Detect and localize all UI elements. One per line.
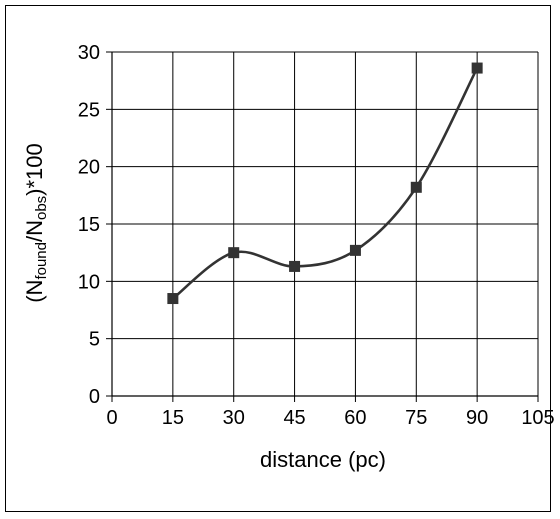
y-tick-label: 25 <box>78 99 100 121</box>
y-axis-title-mid: /N <box>22 220 47 242</box>
data-point-marker <box>471 62 483 74</box>
y-axis-title: (Nfound/Nobs)*100 <box>22 143 50 303</box>
axes <box>106 51 539 402</box>
x-tick-label: 45 <box>283 407 305 429</box>
y-tick-label: 20 <box>78 157 100 179</box>
y-axis-title-sub2: obs <box>33 196 50 220</box>
data-point-marker <box>410 181 422 193</box>
data-point-marker <box>228 247 240 259</box>
y-tick-label: 15 <box>78 214 100 236</box>
x-axis-title: distance (pc) <box>260 447 386 472</box>
data-point-marker <box>349 244 361 256</box>
data-point-marker <box>289 260 301 272</box>
tick-labels: 0 5 10 15 20 25 30 0 15 30 45 60 75 90 105 <box>78 42 555 429</box>
x-tick-label: 30 <box>223 407 245 429</box>
gridlines <box>112 51 539 396</box>
x-tick-label: 15 <box>162 407 184 429</box>
x-tick-label: 0 <box>106 407 117 429</box>
y-axis-title-sub1: found <box>33 242 50 280</box>
x-tick-label: 90 <box>466 407 488 429</box>
y-axis-title-suffix: )*100 <box>22 143 47 196</box>
data-point-marker <box>167 293 179 305</box>
x-tick-label: 60 <box>344 407 366 429</box>
y-tick-label: 30 <box>78 42 100 64</box>
y-axis-title-prefix: (N <box>22 280 47 303</box>
y-tick-label: 10 <box>78 271 100 293</box>
y-tick-label: 5 <box>89 329 100 351</box>
chart-frame <box>5 5 551 512</box>
x-tick-label: 75 <box>405 407 427 429</box>
x-tick-label: 105 <box>521 407 554 429</box>
data-series <box>167 62 483 305</box>
series-line <box>172 67 479 300</box>
y-tick-label: 0 <box>89 386 100 408</box>
